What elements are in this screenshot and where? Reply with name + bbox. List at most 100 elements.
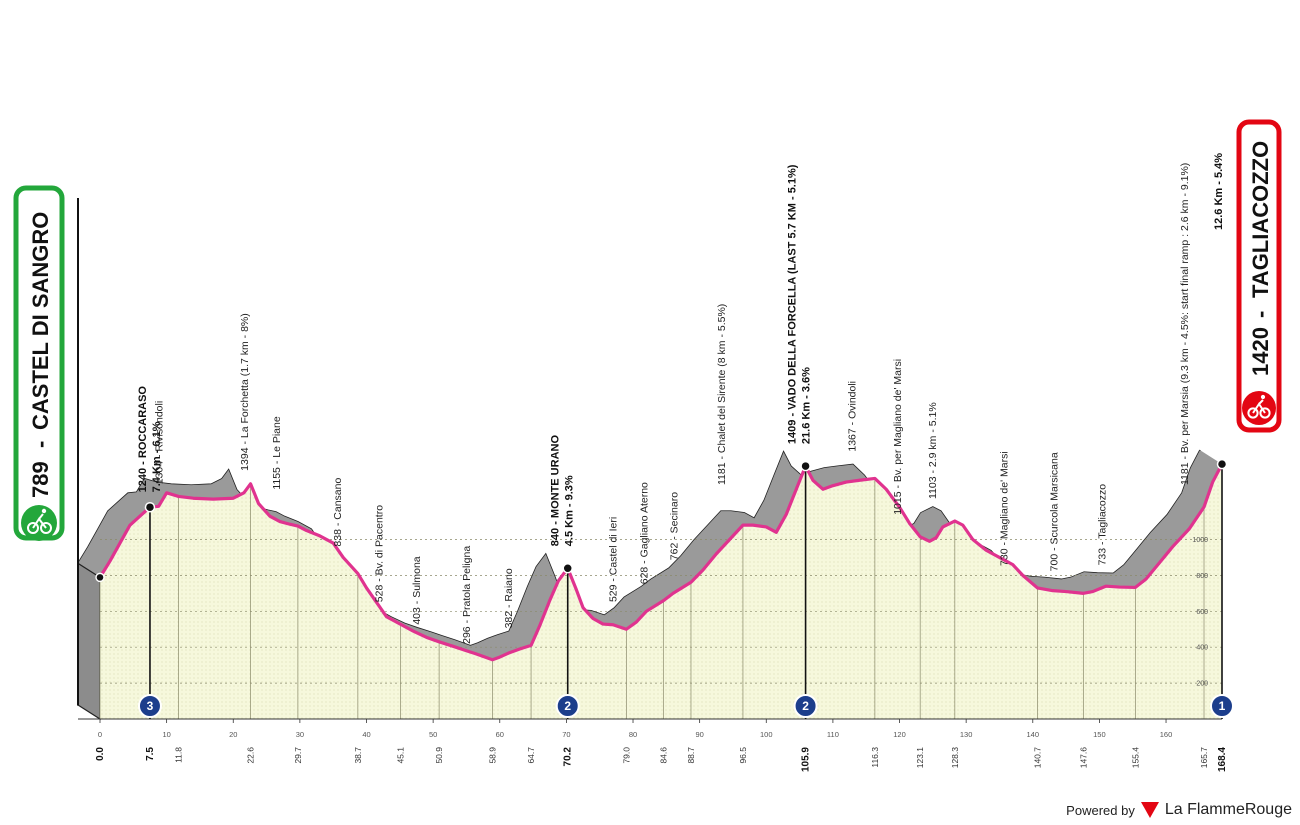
x-tick-label: 140 xyxy=(1027,730,1040,739)
brand-name: La FlammeRouge xyxy=(1164,801,1292,818)
waypoint-labels: 1240 - ROCCARASO 7.4 Km - 6.1%1304 - Rivi… xyxy=(137,163,1191,644)
elevation-tick-label: 600 xyxy=(1196,609,1208,616)
km-mark-label: 38.7 xyxy=(353,747,363,764)
start-dash: - xyxy=(28,441,53,448)
waypoint-label: 1409 - VADO DELLA FORCELLA (LAST 5.7 KM … xyxy=(787,164,799,444)
waypoint-label: 1181 - Chalet del Sirente (8 km - 5.5%) xyxy=(716,304,728,485)
x-tick-label: 60 xyxy=(496,730,504,739)
waypoint-label: 1367 - Ovindoli xyxy=(847,381,859,452)
x-tick-label: 150 xyxy=(1093,730,1106,739)
km-mark-label: 45.1 xyxy=(395,747,405,764)
waypoint-label: 296 - Pratola Peligna xyxy=(461,546,473,644)
waypoint-label: 1181 - Bv. per Marsia (9.3 km - 4.5%: st… xyxy=(1179,163,1191,485)
km-mark-label: 140.7 xyxy=(1032,747,1042,769)
waypoint-label: 1103 - 2.9 km - 5.1% xyxy=(927,402,939,499)
elevation-gridlines: 200 400 600 800 1000 xyxy=(100,537,1222,688)
km-mark-label: 0.0 xyxy=(95,747,106,761)
waypoint-label: 700 - Scurcola Marsicana xyxy=(1048,452,1060,571)
waypoint-climb-info: 21.6 Km - 3.6% xyxy=(801,367,813,444)
km-mark-label: 165.7 xyxy=(1199,747,1209,769)
finish-banner-frame xyxy=(1236,119,1282,433)
profile-area xyxy=(100,464,1222,719)
km-mark-label: 147.6 xyxy=(1078,747,1088,769)
cyclist-icon xyxy=(1242,391,1276,425)
cyclist-icon-wheel xyxy=(27,522,39,534)
waypoint-label: 382 - Raiano xyxy=(503,568,515,628)
climb-category-badge xyxy=(555,694,580,718)
climb-category-badges: 3 2 2 1 xyxy=(137,458,1234,719)
waypoint-label: 762 - Secinaro xyxy=(669,492,681,560)
x-tick-label: 30 xyxy=(296,730,304,739)
waypoint-label: 1155 - Le Piane xyxy=(271,416,283,490)
waypoint-climb-info: 7.4 Km - 6.1% xyxy=(151,421,163,492)
x-tick-label: 50 xyxy=(429,730,437,739)
x-tick-label: 70 xyxy=(562,730,570,739)
waypoint-label: 528 - Bv. di Pacentro xyxy=(374,505,386,602)
waypoint-label: 628 - Gagliano Aterno xyxy=(639,482,651,584)
km-mark-label: 155.4 xyxy=(1130,747,1140,769)
km-mark-label: 29.7 xyxy=(293,747,303,764)
waypoint-label: 529 - Castel di Ieri xyxy=(607,517,619,602)
waypoint-label: 1394 - La Forchetta (1.7 km - 8%) xyxy=(239,313,251,471)
km-mark-label: 7.5 xyxy=(145,747,156,761)
x-tick-label: 10 xyxy=(162,730,170,739)
waypoint-label: 733 - Tagliacozzo xyxy=(1096,484,1108,566)
start-elevation: 789 xyxy=(28,461,53,498)
climb-category-badge xyxy=(1210,694,1234,718)
km-mark-label: 105.9 xyxy=(801,747,812,772)
finish-elevation: 1420 xyxy=(1248,327,1273,376)
climb-category-badge xyxy=(793,694,818,718)
cyclist-icon-wheel xyxy=(1259,407,1271,419)
waypoint-label: 730 - Magliano de' Marsi xyxy=(998,451,1010,566)
climb-summit-marker xyxy=(800,460,811,472)
cyclist-icon-head xyxy=(41,508,47,514)
km-mark-label: 64.7 xyxy=(526,747,536,764)
km-mark-label: 96.5 xyxy=(738,747,748,764)
finish-banner: 1420 - TAGLIACOZZO 12.6 Km - 5.4% xyxy=(1213,119,1282,433)
cyclist-icon-head xyxy=(1260,394,1266,400)
km-mark-label: 58.9 xyxy=(487,747,497,764)
cyclist-icon-wheel xyxy=(40,522,52,534)
cyclist-icon-frame xyxy=(32,513,47,529)
powered-by-text: Powered by xyxy=(1066,802,1135,818)
start-point-marker xyxy=(95,572,105,583)
climb-category-badge xyxy=(137,694,162,718)
elevation-line xyxy=(98,463,1224,662)
climb-category-label: 1 xyxy=(1219,699,1226,713)
x-axis: 0.0 7.5 11.8 22.6 29.7 38.7 45.1 50.9 58.9 64.7 70… xyxy=(77,198,1228,772)
x-tick-label: 0 xyxy=(98,730,102,739)
x-tick-label: 40 xyxy=(362,730,370,739)
x-tick-label: 130 xyxy=(960,730,973,739)
profile-3d-start-wall xyxy=(77,562,101,721)
km-mark-label: 168.4 xyxy=(1217,747,1228,772)
km-mark-label: 70.2 xyxy=(563,747,574,767)
elevation-tick-label: 200 xyxy=(1196,681,1208,688)
climb-summit-marker xyxy=(1216,458,1228,470)
finish-dash: - xyxy=(1248,311,1273,318)
km-mark-label: 88.7 xyxy=(686,747,696,764)
waypoint-label: 1240 - ROCCARASO xyxy=(137,386,149,493)
start-finish-banners: 789 - CASTEL DI SANGRO 1420 - TAGLIACOZZ… xyxy=(13,119,1282,541)
km-mark-label: 128.3 xyxy=(950,747,960,769)
profile-line xyxy=(95,463,1224,662)
x-tick-label: 20 xyxy=(229,730,237,739)
elevation-tick-label: 1000 xyxy=(1192,537,1208,544)
climb-category-label: 2 xyxy=(802,699,809,713)
waypoint-label: 403 - Sulmona xyxy=(411,556,423,624)
km-mark-label: 84.6 xyxy=(659,747,669,764)
x-tick-label: 110 xyxy=(827,730,839,739)
x-tick-label: 160 xyxy=(1160,730,1173,739)
waypoint-label: 838 - Cansano xyxy=(332,478,344,547)
profile-area-fill xyxy=(100,464,1222,719)
cyclist-icon xyxy=(21,505,57,541)
km-mark-label: 79.0 xyxy=(621,747,631,764)
km-mark-label: 50.9 xyxy=(434,747,444,764)
finish-name: TAGLIACOZZO xyxy=(1248,141,1273,298)
finish-climb-info: 12.6 Km - 5.4% xyxy=(1213,153,1225,230)
climb-summit-marker xyxy=(144,501,156,513)
climb-category-label: 2 xyxy=(564,699,571,713)
elevation-tick-label: 400 xyxy=(1196,645,1208,652)
start-banner: 789 - CASTEL DI SANGRO xyxy=(13,185,65,541)
waypoint-label: 1304 - Rivisondoli xyxy=(154,401,166,484)
